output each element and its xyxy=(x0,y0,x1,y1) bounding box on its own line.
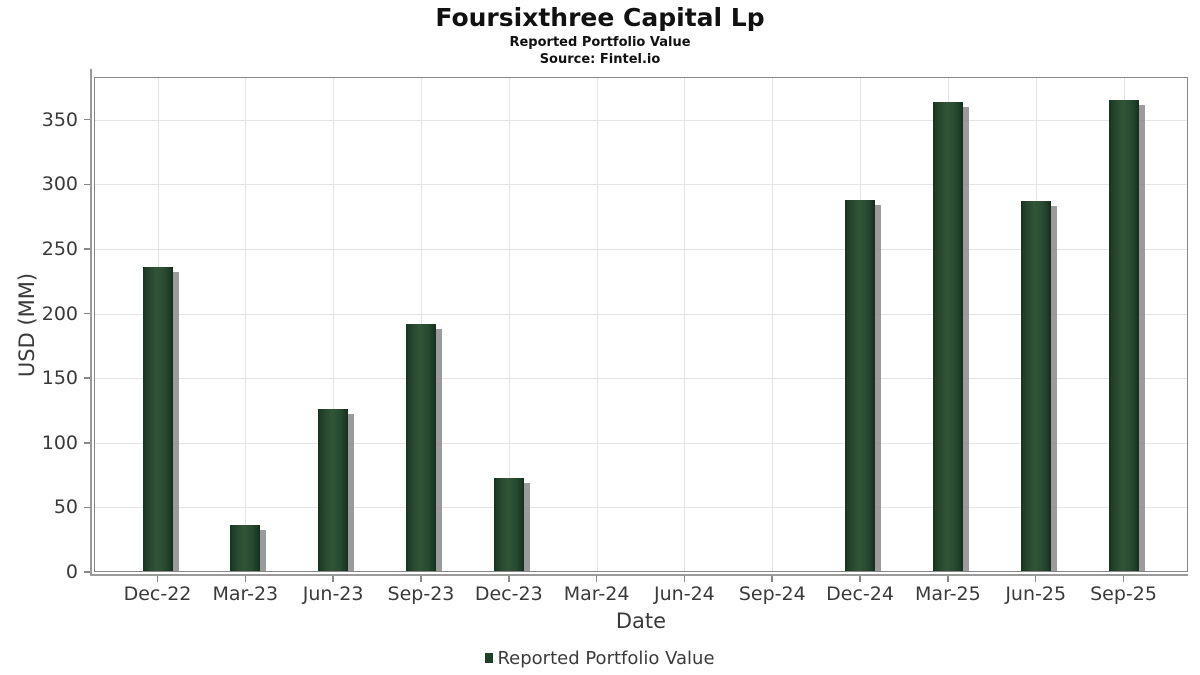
x-tick-mark xyxy=(420,576,422,582)
y-tick-label: 350 xyxy=(41,108,78,131)
y-tick-mark xyxy=(84,312,90,315)
bar-jun-25[interactable] xyxy=(1020,201,1051,572)
x-tick-mark xyxy=(508,576,510,582)
y-tick-label: 250 xyxy=(41,237,78,260)
legend-label: Reported Portfolio Value xyxy=(497,647,715,669)
gridline-horizontal xyxy=(94,378,1188,380)
gridline-vertical xyxy=(684,77,686,572)
x-axis-label: Date xyxy=(615,609,667,633)
x-tick-label: Jun-25 xyxy=(1005,583,1067,605)
legend-item-reported-portfolio-value[interactable]: Reported Portfolio Value xyxy=(0,646,1200,670)
x-tick-label: Mar-23 xyxy=(212,583,279,605)
gridline-horizontal xyxy=(94,184,1188,186)
y-tick-mark xyxy=(84,506,90,509)
gridline-horizontal xyxy=(94,119,1188,121)
gridline-vertical xyxy=(508,77,510,572)
x-tick-label: Dec-24 xyxy=(826,583,894,605)
x-tick-label: Mar-25 xyxy=(915,583,981,605)
bar-dec-22[interactable] xyxy=(142,266,173,572)
x-tick-label: Mar-24 xyxy=(563,583,630,605)
y-tick-mark xyxy=(84,442,90,444)
legend-marker-icon xyxy=(485,653,494,663)
x-tick-label: Dec-23 xyxy=(474,583,543,605)
y-tick-mark xyxy=(84,183,90,186)
x-tick-label: Jun-23 xyxy=(302,583,364,605)
x-tick-label: Sep-25 xyxy=(1090,583,1157,605)
gridline-vertical xyxy=(772,77,774,572)
bar-dec-23[interactable] xyxy=(493,477,524,572)
gridline-horizontal xyxy=(94,507,1188,509)
gridline-horizontal xyxy=(94,313,1188,315)
gridline-vertical xyxy=(333,77,335,572)
y-tick-mark xyxy=(84,377,90,379)
bar-mar-25[interactable] xyxy=(932,101,963,572)
x-tick-mark xyxy=(332,576,334,582)
y-tick-label: 300 xyxy=(41,173,78,196)
x-tick-mark xyxy=(771,576,773,582)
gridline-vertical xyxy=(245,77,247,572)
x-tick-mark xyxy=(156,576,159,582)
chart-title: Foursixthree Capital Lp xyxy=(435,3,765,32)
y-axis-line xyxy=(90,69,92,576)
y-tick-label: 200 xyxy=(41,302,78,325)
x-tick-mark xyxy=(244,576,247,582)
chart-subtitle: Reported Portfolio Value xyxy=(509,35,691,50)
bar-sep-23[interactable] xyxy=(405,323,436,572)
y-tick-label: 50 xyxy=(53,496,78,519)
gridline-horizontal xyxy=(94,248,1188,250)
x-tick-mark xyxy=(1122,576,1125,582)
x-tick-mark xyxy=(859,576,861,582)
x-tick-mark xyxy=(947,576,949,582)
plot-area xyxy=(94,77,1188,572)
bar-sep-25[interactable] xyxy=(1108,100,1139,572)
x-tick-mark xyxy=(683,576,686,582)
y-tick-mark xyxy=(84,248,90,250)
y-tick-label: 0 xyxy=(65,561,78,583)
gridline-vertical xyxy=(596,77,598,572)
y-tick-mark xyxy=(84,571,90,573)
gridline-horizontal xyxy=(94,442,1188,444)
x-axis-line xyxy=(90,574,1188,576)
bar-jun-23[interactable] xyxy=(318,409,349,572)
bar-mar-23[interactable] xyxy=(230,525,261,572)
x-tick-label: Jun-24 xyxy=(654,583,715,605)
x-tick-label: Sep-23 xyxy=(387,583,455,605)
y-tick-label: 150 xyxy=(41,367,78,390)
chart-source: Source: Fintel.io xyxy=(539,52,661,67)
x-tick-label: Dec-22 xyxy=(123,583,192,605)
bar-dec-24[interactable] xyxy=(845,199,876,572)
y-tick-mark xyxy=(84,118,90,121)
x-tick-mark xyxy=(1034,576,1037,582)
y-tick-label: 100 xyxy=(41,431,78,454)
x-tick-label: Sep-24 xyxy=(738,583,806,605)
x-tick-mark xyxy=(595,576,598,582)
